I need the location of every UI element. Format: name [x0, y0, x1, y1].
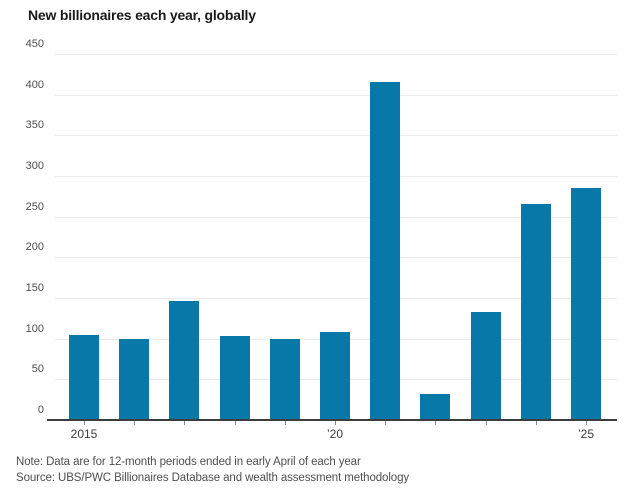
bar [520, 204, 551, 420]
y-axis-label: 50 [31, 363, 44, 376]
x-axis-line [47, 419, 617, 421]
gridline [55, 257, 617, 259]
y-axis-label: 450 [25, 38, 44, 50]
x-tick [335, 421, 336, 425]
gridline [55, 135, 617, 137]
bar [269, 338, 300, 420]
y-axis-label: 350 [25, 119, 44, 132]
chart-title: New billionaires each year, globally [28, 7, 256, 23]
x-tick [134, 421, 136, 425]
gridline [55, 94, 617, 96]
bar [169, 301, 200, 420]
source-text: Source: UBS/PWC Billionaires Database an… [16, 472, 410, 484]
gridline [55, 54, 617, 55]
bar [420, 393, 451, 420]
x-axis-label: 2015 [70, 427, 98, 441]
x-tick [586, 421, 587, 425]
bar [571, 188, 601, 420]
bar [320, 332, 350, 420]
gridline [55, 216, 617, 218]
bar [370, 82, 401, 420]
x-tick [284, 421, 286, 425]
x-tick [184, 421, 186, 425]
y-axis-label: 150 [25, 282, 44, 294]
y-axis-label: 250 [25, 200, 44, 213]
gridline [55, 176, 617, 177]
y-axis-label: 100 [25, 322, 44, 335]
gridline [55, 298, 617, 299]
bar [119, 339, 150, 420]
x-tick [535, 421, 537, 425]
bar [219, 336, 250, 420]
x-axis-label: ’25 [577, 427, 594, 441]
x-tick [234, 421, 236, 425]
y-axis-label: 300 [25, 160, 44, 172]
y-axis-label: 200 [25, 241, 44, 254]
x-tick [385, 421, 387, 425]
x-tick [84, 421, 85, 425]
x-tick [485, 421, 487, 425]
x-axis-label: ’20 [326, 427, 343, 441]
note-text: Note: Data are for 12-month periods ende… [16, 456, 361, 468]
bar [69, 335, 99, 420]
y-axis-label: 400 [25, 78, 44, 91]
x-tick [435, 421, 437, 425]
y-axis-label: 0 [37, 404, 44, 416]
bar [470, 311, 501, 420]
